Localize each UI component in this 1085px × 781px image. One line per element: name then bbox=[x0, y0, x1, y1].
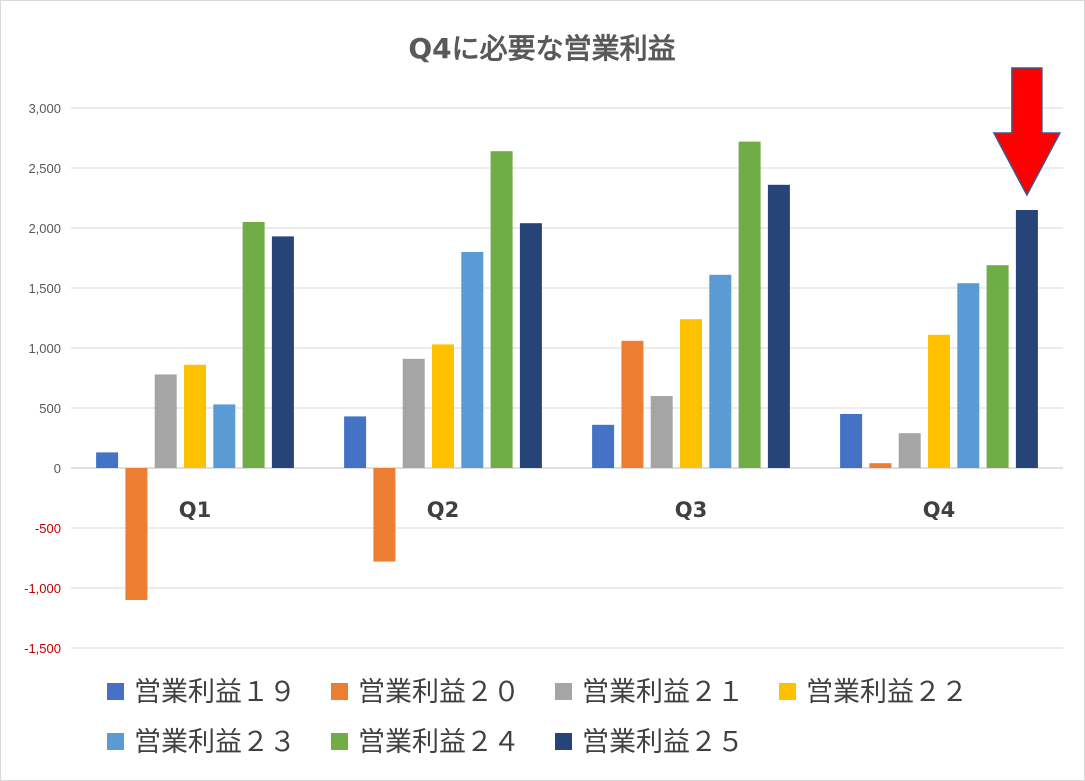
legend-swatch bbox=[555, 683, 572, 700]
category-label: Q1 bbox=[179, 498, 211, 522]
bars bbox=[96, 141, 1038, 600]
bar bbox=[154, 374, 177, 468]
bar bbox=[373, 468, 396, 562]
y-tick-label: 1,000 bbox=[28, 341, 61, 356]
y-tick-label: 2,500 bbox=[28, 161, 61, 176]
y-tick-label: 2,000 bbox=[28, 221, 61, 236]
bar bbox=[271, 236, 294, 468]
y-tick-label: -500 bbox=[35, 521, 61, 536]
legend-label: 営業利益２１ bbox=[582, 677, 744, 708]
y-tick-label: -1,500 bbox=[24, 641, 61, 656]
annotation bbox=[992, 67, 1062, 197]
bar bbox=[680, 319, 702, 468]
bar bbox=[402, 358, 425, 468]
y-tick-label: -1,000 bbox=[24, 581, 61, 596]
legend-swatch bbox=[107, 733, 124, 750]
chart-title: Q4に必要な営業利益 bbox=[408, 32, 675, 65]
y-axis-ticks: 3,000 2,500 2,000 1,500 1,000 500 0 -500 -1,000 -… bbox=[24, 101, 61, 656]
bar bbox=[592, 424, 615, 468]
bar bbox=[869, 463, 892, 468]
bar bbox=[490, 151, 513, 468]
bar bbox=[96, 452, 119, 468]
legend-swatch bbox=[107, 683, 124, 700]
bar bbox=[461, 252, 484, 468]
y-tick-label: 1,500 bbox=[28, 281, 61, 296]
legend-swatch bbox=[779, 683, 796, 700]
bar bbox=[986, 265, 1009, 468]
bar bbox=[1015, 210, 1038, 468]
legend-swatch bbox=[555, 733, 572, 750]
bar bbox=[184, 364, 206, 468]
bar bbox=[125, 468, 148, 600]
bar bbox=[898, 433, 921, 468]
bar bbox=[213, 404, 236, 468]
category-label: Q3 bbox=[675, 498, 707, 522]
y-tick-label: 500 bbox=[39, 401, 61, 416]
bar bbox=[621, 340, 644, 468]
bar bbox=[767, 184, 790, 469]
bar bbox=[519, 223, 542, 468]
bar bbox=[840, 414, 863, 468]
category-label: Q2 bbox=[427, 498, 459, 522]
legend-label: 営業利益１９ bbox=[134, 677, 296, 708]
legend-label: 営業利益２３ bbox=[134, 727, 296, 758]
bar bbox=[738, 141, 761, 468]
y-tick-label: 0 bbox=[54, 461, 61, 476]
legend-label: 営業利益２５ bbox=[582, 727, 744, 758]
y-tick-label: 3,000 bbox=[28, 101, 61, 116]
category-labels: Q1 Q2 Q3 Q4 bbox=[179, 498, 955, 522]
bar bbox=[650, 396, 673, 468]
red-arrow-icon bbox=[992, 67, 1062, 197]
legend-label: 営業利益２０ bbox=[358, 677, 520, 708]
legend-label: 営業利益２２ bbox=[806, 677, 968, 708]
bar bbox=[242, 222, 265, 468]
legend: 営業利益１９ 営業利益２０ 営業利益２１ 営業利益２２ 営業利益２３ 営業利益２４ 営業利益… bbox=[107, 677, 968, 758]
bar bbox=[344, 416, 367, 468]
legend-swatch bbox=[331, 683, 348, 700]
bar bbox=[957, 283, 980, 468]
legend-label: 営業利益２４ bbox=[358, 727, 520, 758]
gridlines bbox=[71, 107, 1063, 649]
bar bbox=[709, 274, 732, 468]
bar bbox=[432, 344, 454, 468]
category-label: Q4 bbox=[923, 498, 955, 522]
legend-swatch bbox=[331, 733, 348, 750]
bar bbox=[928, 334, 950, 468]
